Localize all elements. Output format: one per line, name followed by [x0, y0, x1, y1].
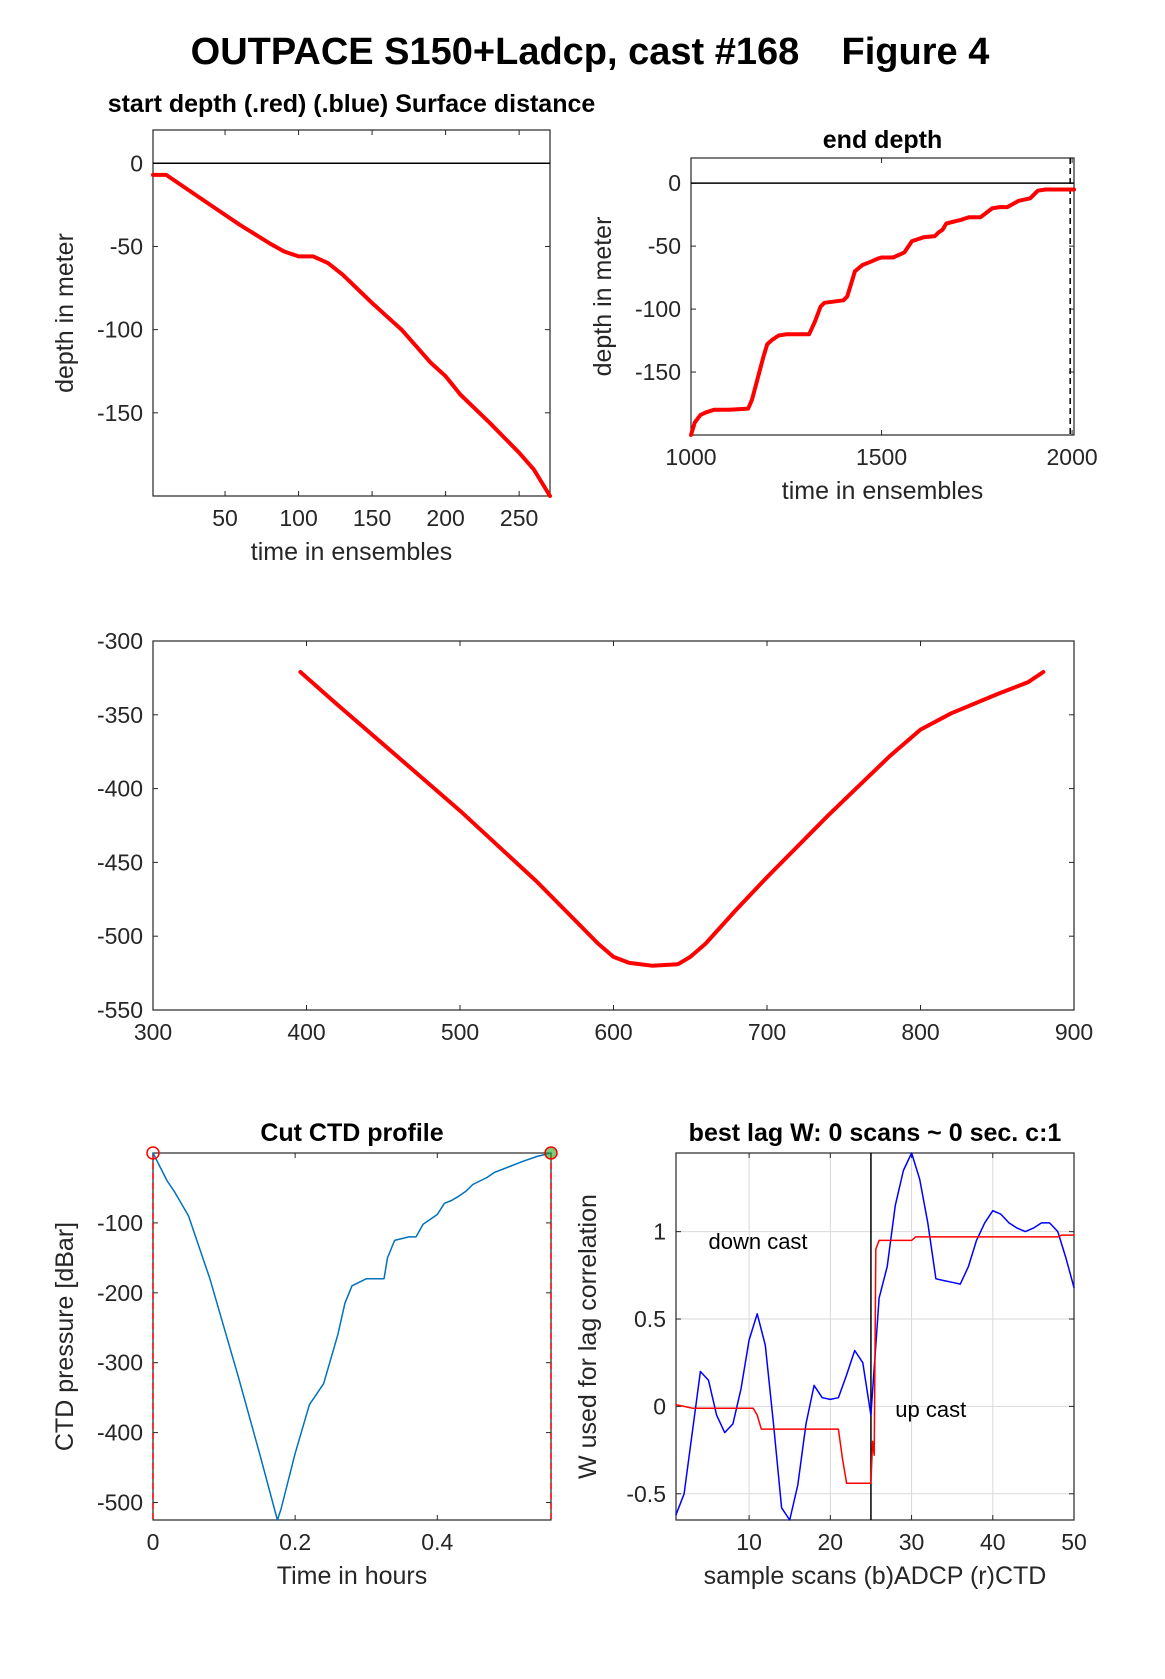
chart-title: end depth: [823, 126, 942, 154]
x-tick-label: 0: [147, 1529, 160, 1555]
middle-depth-chart: 300 400 500 600 700 800 900 -300 -350 -400 -450 -50…: [97, 628, 1093, 1045]
y-tick-label: -200: [97, 1280, 143, 1306]
x-tick-label: 200: [426, 505, 464, 531]
endpoint-marker: [544, 1146, 558, 1160]
y-tick-label: -150: [97, 400, 143, 426]
end-depth-chart: 1000 1500 2000 0 -50 -100 -150 end depth time in…: [589, 126, 1098, 505]
annotation-label: down cast: [708, 1229, 807, 1254]
chart-title: start depth (.red) (.blue) Surface dista…: [108, 90, 596, 118]
y-tick-label: -500: [97, 923, 143, 949]
x-tick-label: 250: [500, 505, 538, 531]
y-tick-label: -400: [97, 1420, 143, 1446]
x-tick-label: 30: [899, 1529, 925, 1555]
axes-box: [690, 157, 1075, 436]
x-axis-label: sample scans (b)ADCP (r)CTD: [704, 1562, 1047, 1590]
x-tick-label: 0.2: [279, 1529, 311, 1555]
y-tick-label: -100: [97, 1210, 143, 1236]
x-tick-label: 40: [980, 1529, 1006, 1555]
x-tick-label: 100: [279, 505, 317, 531]
endpoint-marker: [146, 1146, 160, 1160]
y-tick-label: -100: [97, 317, 143, 343]
y-tick-label: -100: [635, 296, 681, 322]
y-axis-label: CTD pressure [dBar]: [51, 1222, 79, 1451]
annotation-label: up cast: [895, 1397, 966, 1422]
x-tick-label: 600: [594, 1019, 632, 1045]
series-line-red: [675, 1234, 1075, 1485]
x-tick-label: 500: [441, 1019, 479, 1045]
axes-box: [675, 1152, 1075, 1521]
x-tick-label: 700: [748, 1019, 786, 1045]
cut-ctd-chart: 0 0.2 0.4 -100 -200 -300 -400 -500 Cut CTD profi…: [51, 1119, 558, 1590]
y-tick-label: 0: [130, 150, 143, 176]
x-axis-label: Time in hours: [277, 1562, 428, 1590]
y-tick-label: -0.5: [626, 1481, 666, 1507]
y-axis-label: depth in meter: [589, 217, 617, 377]
y-axis-label: depth in meter: [51, 233, 79, 393]
series-line-red: [298, 670, 1046, 968]
x-tick-label: 0.4: [421, 1529, 453, 1555]
y-tick-label: 1: [653, 1219, 666, 1245]
x-tick-label: 900: [1055, 1019, 1093, 1045]
best-lag-chart: 10 20 30 40 50 -0.5 0 0.5 1 best lag W: 0 scans ~…: [574, 1119, 1087, 1590]
x-tick-label: 1500: [856, 444, 907, 470]
x-axis-label: time in ensembles: [782, 477, 983, 505]
y-tick-label: -50: [648, 233, 681, 259]
y-tick-label: 0.5: [634, 1306, 666, 1332]
y-tick-label: 0: [668, 170, 681, 196]
x-tick-label: 150: [353, 505, 391, 531]
x-tick-label: 300: [134, 1019, 172, 1045]
y-tick-label: -300: [97, 1350, 143, 1376]
y-tick-label: -350: [97, 702, 143, 728]
x-tick-label: 1000: [665, 444, 716, 470]
x-tick-label: 50: [212, 505, 238, 531]
figure-title: OUTPACE S150+Ladcp, cast #168 Figure 4: [191, 31, 990, 73]
x-tick-label: 50: [1061, 1529, 1087, 1555]
x-tick-label: 20: [818, 1529, 844, 1555]
y-tick-label: -150: [635, 359, 681, 385]
y-tick-label: 0: [653, 1393, 666, 1419]
series-line-blue: [675, 1152, 1075, 1521]
axes-box: [152, 129, 551, 497]
x-tick-label: 10: [736, 1529, 762, 1555]
y-axis-label: W used for lag correlation: [574, 1194, 602, 1479]
y-tick-label: -500: [97, 1490, 143, 1516]
y-tick-label: -300: [97, 628, 143, 654]
series-line-red: [689, 187, 1076, 437]
x-tick-label: 800: [901, 1019, 939, 1045]
x-tick-label: 400: [287, 1019, 325, 1045]
y-tick-label: -450: [97, 849, 143, 875]
series-line-red: [151, 172, 552, 498]
chart-title: Cut CTD profile: [260, 1119, 443, 1147]
chart-title: best lag W: 0 scans ~ 0 sec. c:1: [689, 1119, 1062, 1147]
x-axis-label: time in ensembles: [251, 538, 452, 566]
y-tick-label: -50: [110, 233, 143, 259]
start-depth-chart: 50 100 150 200 250 0 -50 -100 -150 start depth (.…: [51, 90, 595, 566]
y-tick-label: -400: [97, 776, 143, 802]
series-line-ctd: [152, 1152, 552, 1521]
x-tick-label: 2000: [1047, 444, 1098, 470]
y-tick-label: -550: [97, 997, 143, 1023]
